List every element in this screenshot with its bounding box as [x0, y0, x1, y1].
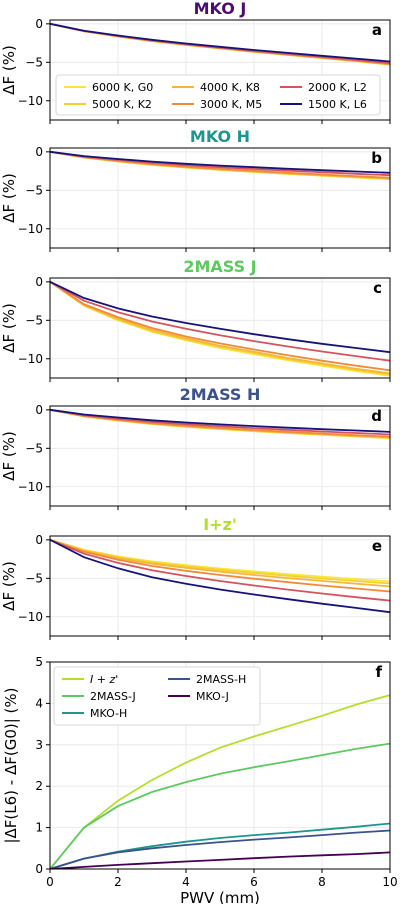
legend-label: I + z' — [90, 673, 118, 686]
panel-letter: c — [373, 279, 382, 297]
y-tick-label: −5 — [25, 183, 43, 197]
x-tick-label: 6 — [250, 875, 258, 889]
y-tick-label: 0 — [35, 145, 43, 159]
panel-letter: e — [372, 537, 382, 555]
y-tick-label: −10 — [18, 610, 43, 624]
y-tick-label: −10 — [18, 352, 43, 366]
panel-title: MKO H — [190, 127, 250, 146]
legend-label: 3000 K, M5 — [200, 98, 262, 111]
series-line-6 — [50, 22, 390, 63]
x-tick-label: 4 — [182, 875, 190, 889]
panel-title: I+z' — [203, 515, 237, 534]
series-line-1 — [50, 694, 390, 869]
y-tick-label: −5 — [25, 571, 43, 585]
x-tick-label: 2 — [114, 875, 122, 889]
y-tick-label: −10 — [18, 480, 43, 494]
y-tick-label: −5 — [25, 313, 43, 327]
y-tick-label: 0 — [35, 275, 43, 289]
legend-label: MKO-J — [196, 690, 229, 703]
legend-label: 2000 K, L2 — [308, 81, 367, 94]
panel-letter: d — [371, 407, 382, 425]
legend-label: 4000 K, K8 — [200, 81, 260, 94]
panel-f: 0 1 2 3 4 5 0 2 4 6 8 10 |ΔF(L6) - ΔF(G0)| (%) PWV (m… — [2, 655, 398, 904]
y-tick-label: 4 — [35, 696, 43, 710]
y-tick-label: −5 — [25, 441, 43, 455]
plot-frame — [49, 405, 391, 507]
y-axis-label: ΔF (%) — [0, 173, 18, 223]
y-tick-label: −10 — [18, 222, 43, 236]
y-tick-label: 2 — [35, 779, 43, 793]
series-line-2 — [50, 538, 390, 585]
series-line-6 — [50, 150, 390, 174]
series-line-5 — [50, 281, 390, 362]
y-tick-label: 3 — [35, 738, 43, 752]
series-line-4 — [50, 829, 390, 869]
plot-frame — [49, 661, 391, 870]
panel-letter: a — [372, 21, 382, 39]
x-tick-label: 10 — [382, 875, 397, 889]
y-tick-label: 1 — [35, 821, 43, 835]
plot-frame — [49, 19, 391, 121]
y-tick-label: 0 — [35, 403, 43, 417]
legend-label: 5000 K, K2 — [92, 98, 152, 111]
legend-label: 2MASS-H — [196, 673, 246, 686]
y-axis-label: ΔF (%) — [0, 45, 18, 95]
panel-title: 2MASS H — [180, 385, 261, 404]
series-line-2 — [50, 742, 390, 869]
series-line-3 — [50, 538, 390, 588]
y-tick-label: −10 — [18, 94, 43, 108]
panel-title: 2MASS J — [183, 257, 256, 276]
legend-label: 6000 K, G0 — [92, 81, 153, 94]
legend-label: 2MASS-J — [90, 690, 136, 703]
series-line-6 — [50, 538, 390, 614]
y-axis-label: |ΔF(L6) - ΔF(G0)| (%) — [2, 687, 20, 843]
plot-frame — [49, 535, 391, 637]
series-line-4 — [50, 408, 390, 438]
series-line-3 — [50, 822, 390, 869]
y-tick-label: 5 — [35, 655, 43, 669]
series-line-5 — [50, 408, 390, 436]
panel-letter: f — [375, 663, 382, 681]
plot-frame — [49, 147, 391, 249]
plot-frame — [49, 277, 391, 379]
series-line-3 — [50, 281, 390, 375]
y-tick-label: 0 — [35, 17, 43, 31]
series-line-6 — [50, 280, 390, 354]
y-axis-label: ΔF (%) — [0, 431, 18, 481]
x-axis-label: PWV (mm) — [180, 889, 260, 904]
x-tick-label: 8 — [318, 875, 326, 889]
series-line-5 — [50, 538, 390, 602]
series-line-6 — [50, 408, 390, 433]
panel-title: MKO J — [194, 0, 247, 18]
series-line-4 — [50, 538, 390, 593]
panel-letter: b — [371, 149, 382, 167]
y-tick-label: −5 — [25, 55, 43, 69]
y-axis-label: ΔF (%) — [0, 303, 18, 353]
x-tick-label: 0 — [46, 875, 54, 889]
y-tick-label: 0 — [35, 533, 43, 547]
legend-label: MKO-H — [90, 707, 127, 720]
y-axis-label: ΔF (%) — [0, 561, 18, 611]
series-line-4 — [50, 281, 390, 372]
series-line-5 — [50, 851, 390, 869]
y-tick-label: 0 — [35, 862, 43, 876]
legend-label: 1500 K, L6 — [308, 98, 367, 111]
legend-box — [53, 666, 261, 726]
